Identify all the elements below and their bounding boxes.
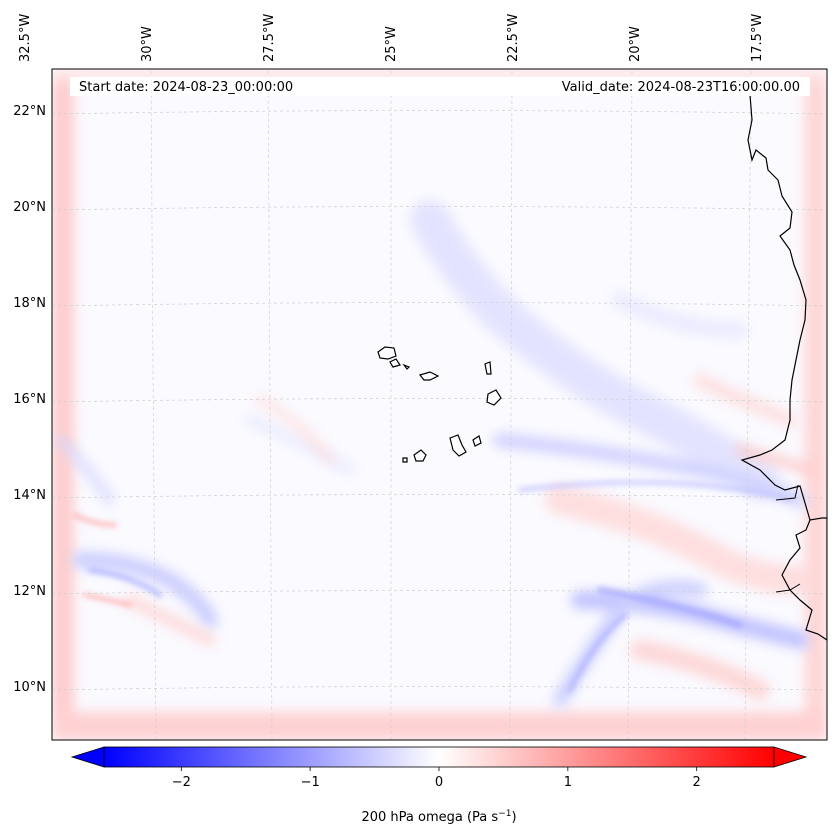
colorbar-ticks: −2 −1 0 1 2 [172, 767, 701, 790]
longitude-labels: 32.5°W 30°W 27.5°W 25°W 22.5°W 20°W 17.5°W [18, 14, 765, 62]
lon-label-3: 25°W [384, 26, 399, 62]
africa-coastline [740, 94, 827, 641]
lon-label-2: 27.5°W [262, 14, 277, 62]
lat-label-4: 18°N [13, 296, 46, 311]
valid-date-label: Valid_date: 2024-08-23T16:00:00.00 [562, 80, 800, 95]
header-box [70, 77, 810, 96]
map-frame [51, 68, 828, 741]
lat-label-3: 16°N [13, 392, 46, 407]
colorbar-high-extension [773, 746, 808, 768]
lon-label-1: 30°W [140, 26, 155, 62]
colorbar-low-extension [70, 746, 105, 768]
colorbar: −2 −1 0 1 2 200 hPa omega (Pa s−1) [70, 746, 808, 825]
cape-verde-islands [377, 346, 502, 463]
lon-label-4: 22.5°W [506, 14, 521, 62]
colorbar-tick-label-3: 1 [564, 775, 572, 790]
lat-label-2: 14°N [13, 488, 46, 503]
lon-label-0: 32.5°W [18, 14, 33, 62]
omega-field [52, 69, 827, 740]
lat-label-6: 22°N [13, 104, 46, 119]
colorbar-tick-label-0: −2 [172, 775, 191, 790]
lon-label-5: 20°W [628, 26, 643, 62]
colorbar-body [103, 746, 775, 768]
lat-label-0: 10°N [13, 680, 46, 695]
colorbar-label: 200 hPa omega (Pa s−1) [361, 809, 516, 825]
colorbar-tick-label-1: −1 [301, 775, 320, 790]
gridlines [52, 69, 827, 740]
lon-label-6: 17.5°W [750, 14, 765, 62]
lat-label-1: 12°N [13, 584, 46, 599]
start-date-label: Start date: 2024-08-23_00:00:00 [79, 80, 293, 95]
latitude-labels: 10°N 12°N 14°N 16°N 18°N 20°N 22°N [13, 104, 46, 695]
colorbar-tick-label-2: 0 [435, 775, 443, 790]
lat-label-5: 20°N [13, 200, 46, 215]
colorbar-tick-label-4: 2 [693, 775, 701, 790]
